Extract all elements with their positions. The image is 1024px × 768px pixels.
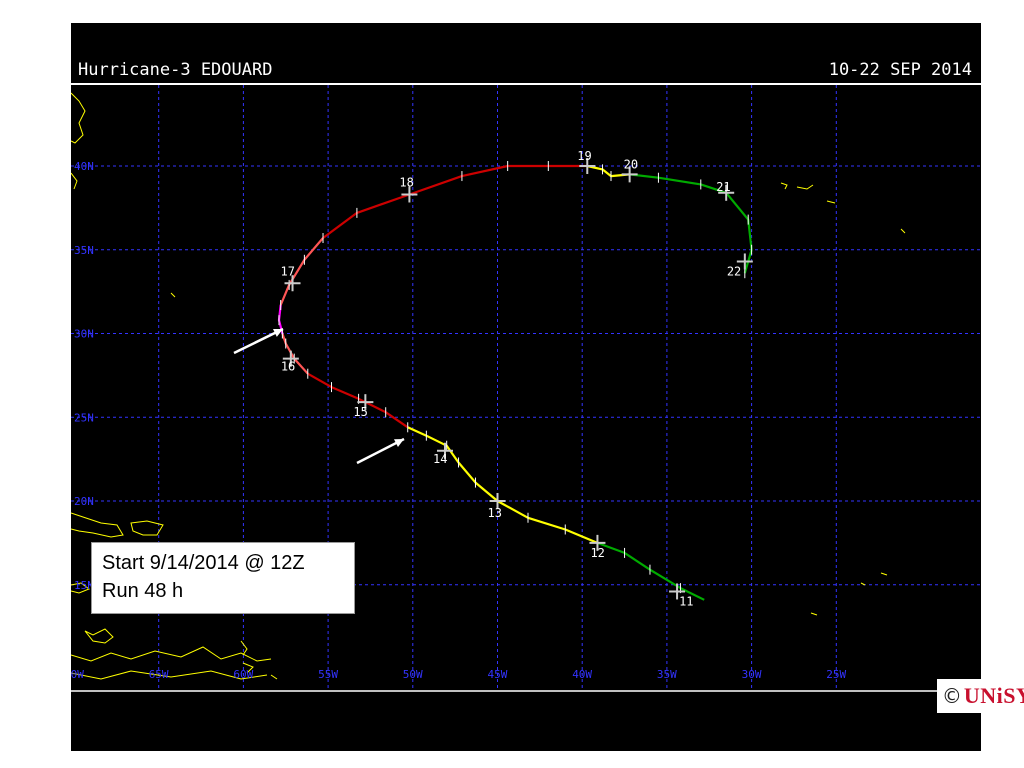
arrow-head [394, 439, 404, 447]
coastline [84, 628, 114, 644]
hurricane-track-map: 40N 35N 30N 25N 20N 15N 70W 65W 60W 55W 50W 45W 40W 3… [71, 85, 981, 692]
lon-label: 70W [71, 668, 84, 681]
lat-label: 25N [74, 411, 94, 424]
coastline [71, 92, 86, 144]
lon-label: 55W [318, 668, 338, 681]
lat-label: 35N [74, 244, 94, 257]
day-label: 14 [433, 452, 447, 466]
coastlines [71, 92, 906, 680]
arrow-head [273, 329, 283, 337]
day-label: 16 [281, 360, 295, 374]
coastline [880, 572, 888, 576]
coastline [71, 582, 91, 594]
day-label: 18 [399, 175, 413, 189]
annotation-arrows [233, 327, 405, 465]
slide: 40N 35N 30N 25N 20N 15N 70W 65W 60W 55W 50W 45W 40W 3… [71, 23, 1024, 751]
lon-label: 25W [826, 668, 846, 681]
track-segment [587, 164, 630, 178]
day-markers [282, 158, 753, 600]
track-ticks [278, 161, 753, 594]
day-label: 17 [281, 264, 295, 278]
coastline [900, 228, 906, 234]
coastline [780, 182, 788, 190]
lat-label: 15N [74, 579, 94, 592]
coastline [71, 646, 272, 662]
map-date-range: 10-22 SEP 2014 [828, 60, 972, 80]
annotation-line-1: Start 9/14/2014 @ 12Z [102, 552, 305, 574]
storm-track [277, 164, 753, 601]
day-label: 21 [716, 180, 730, 194]
coastline [71, 670, 268, 680]
coastline [71, 172, 78, 190]
day-label: 19 [577, 149, 591, 163]
coastline [71, 512, 124, 538]
lon-label: 60W [233, 668, 253, 681]
track-segment [629, 173, 753, 274]
track-segment [279, 237, 324, 306]
annotation-box: Start 9/14/2014 @ 12Z Run 48 h [91, 542, 355, 614]
map-title: Hurricane-3 EDOUARD [78, 60, 273, 80]
lon-label: 35W [657, 668, 677, 681]
coastline [270, 674, 278, 680]
coastline [240, 640, 248, 656]
lon-label: 45W [488, 668, 508, 681]
day-label: 13 [488, 506, 502, 520]
day-label: 11 [679, 594, 693, 608]
day-label: 12 [590, 546, 604, 560]
arrow-shaft [233, 327, 284, 355]
lat-label: 30N [74, 328, 94, 341]
day-labels: 11 12 13 14 15 16 17 18 19 20 21 22 [281, 149, 742, 608]
lat-label: 20N [74, 495, 94, 508]
coastline [242, 662, 254, 674]
coastline [170, 292, 176, 298]
track-segment [597, 541, 705, 601]
day-label: 15 [353, 405, 367, 419]
day-label: 20 [624, 157, 638, 171]
coastline [796, 184, 814, 190]
track-segment [407, 426, 598, 544]
coastline [130, 520, 164, 536]
logo-text: UNiSYS [963, 683, 1024, 708]
track-segment [307, 372, 409, 429]
coastline [810, 612, 818, 616]
copyright-symbol: © [941, 684, 962, 708]
lon-label: 40W [572, 668, 592, 681]
coastline [826, 200, 836, 204]
axis-labels: 40N 35N 30N 25N 20N 15N 70W 65W 60W 55W 50W 45W 40W 3… [71, 160, 847, 681]
lon-label: 65W [149, 668, 169, 681]
lon-label: 50W [403, 668, 423, 681]
track-segment [322, 164, 588, 239]
day-label: 22 [727, 264, 741, 278]
lon-label: 30W [742, 668, 762, 681]
annotation-line-2: Run 48 h [102, 580, 184, 602]
unisys-logo: © UNiSYS [937, 679, 1024, 713]
map-header: Hurricane-3 EDOUARD 10-22 SEP 2014 [71, 23, 981, 85]
lat-label: 40N [74, 160, 94, 173]
coastline [860, 582, 866, 586]
